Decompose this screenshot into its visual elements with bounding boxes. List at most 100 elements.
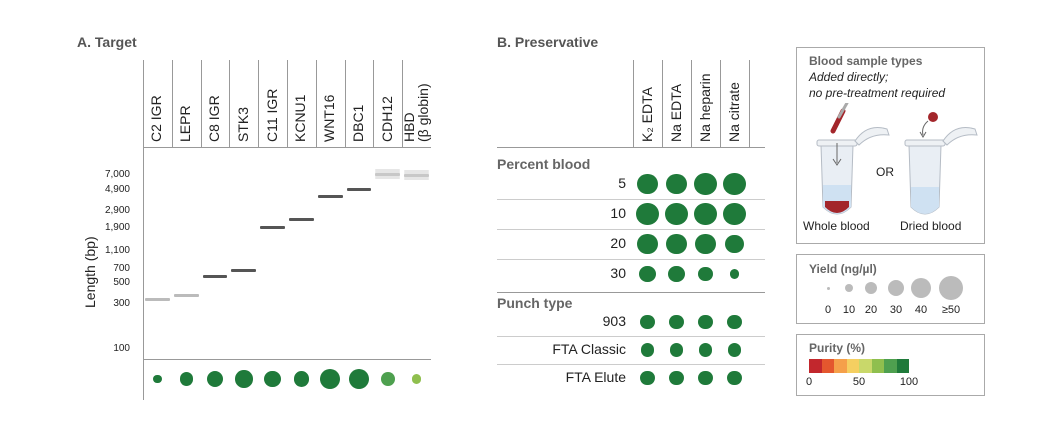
pres-row-label: 20 <box>610 235 626 251</box>
pres-col-label: Na EDTA <box>667 83 684 142</box>
y-tick-label: 300 <box>113 298 130 309</box>
legend-yield-label: 20 <box>864 304 878 316</box>
pres-row-label: 10 <box>610 205 626 221</box>
legend-purity-swatch <box>809 359 822 373</box>
pres-yield-dot <box>723 172 746 196</box>
pres-row-label: FTA Elute <box>565 369 626 385</box>
tube-illustrations <box>816 103 978 215</box>
pres-yield-dot <box>637 233 658 255</box>
gel-band <box>346 187 372 191</box>
y-tick-label: 100 <box>113 343 130 354</box>
y-tick-label: 700 <box>113 263 130 275</box>
gel-band <box>289 217 314 221</box>
pres-yield-dot <box>666 233 687 255</box>
gel-band <box>404 174 429 177</box>
legend-purity-swatch <box>821 359 834 373</box>
pres-yield-dot <box>636 202 659 226</box>
y-tick-label: 1,100 <box>104 244 130 256</box>
target-col-divider <box>287 60 288 147</box>
pres-yield-dot <box>695 233 716 255</box>
target-yield-dot <box>153 374 162 384</box>
pres-row-divider <box>497 364 765 365</box>
panel-a-title: A. Target <box>77 34 137 50</box>
band-smear <box>375 170 401 173</box>
legend-sample-sub1: Added directly; <box>809 70 889 84</box>
target-label: C11 IGR <box>263 88 280 142</box>
pres-row-divider <box>497 259 765 260</box>
pres-yield-dot <box>640 370 655 386</box>
y-tick-label: 2,900 <box>104 205 130 217</box>
panel-b-title: B. Preservative <box>497 34 599 50</box>
pres-section-label: Percent blood <box>497 156 591 172</box>
pres-col-divider <box>633 60 634 147</box>
target-yield-dot <box>264 370 281 388</box>
legend-yield-dot <box>826 286 830 290</box>
target-yield-dot <box>348 368 370 390</box>
target-col-divider <box>344 60 346 147</box>
target-yield-dot <box>293 371 310 387</box>
pres-yield-dot <box>727 343 742 357</box>
legend-purity-swatch <box>896 359 909 373</box>
pres-section-divider <box>497 292 765 293</box>
legend-purity: Purity (%) 0 50 100 <box>796 334 985 396</box>
legend-sample-types: Blood sample types Added directly; no pr… <box>796 47 985 244</box>
legend-yield-label: 30 <box>889 304 903 316</box>
pres-col-divider <box>691 60 692 147</box>
target-col-divider <box>229 60 231 147</box>
legend-purity-label: 50 <box>852 376 866 388</box>
pres-yield-dot <box>729 269 740 279</box>
pres-top-line <box>497 147 765 148</box>
band-smear <box>375 174 401 177</box>
pres-yield-dot <box>698 314 713 330</box>
pres-yield-dot <box>665 202 688 226</box>
target-col-divider <box>258 60 260 147</box>
pres-yield-dot <box>668 265 685 283</box>
pres-col-divider <box>749 60 750 147</box>
legend-purity-label: 0 <box>805 376 813 388</box>
pres-col-label: Na heparin <box>696 73 713 143</box>
legend-purity-swatch <box>834 359 847 373</box>
legend-purity-swatch <box>871 359 884 373</box>
band-smear <box>404 172 429 174</box>
y-tick-label: 7,000 <box>104 169 130 180</box>
band-smear <box>404 178 429 180</box>
y-tick-label: 1,900 <box>104 222 130 234</box>
pres-col-label: K₂ EDTA <box>638 87 655 142</box>
pres-yield-dot <box>694 172 717 196</box>
pres-section-label: Punch type <box>497 295 573 311</box>
pres-row-label: 30 <box>610 265 626 281</box>
pres-yield-dot <box>694 202 717 226</box>
pres-row-label: FTA Classic <box>552 341 626 357</box>
target-col-divider <box>171 60 173 147</box>
pres-yield-dot <box>727 370 742 386</box>
band-smear <box>375 168 401 171</box>
target-label: STK3 <box>234 106 251 142</box>
gel-band <box>173 294 199 298</box>
pres-yield-dot <box>669 343 684 357</box>
gel-band <box>231 269 257 273</box>
dried-blood-label: Dried blood <box>900 219 962 233</box>
legend-yield-dot <box>887 279 905 297</box>
target-label: (β globin) <box>414 83 431 142</box>
pres-yield-dot <box>640 314 655 330</box>
legend-yield: Yield (ng/µl) 0 10 20 30 40 ≥50 <box>796 254 985 324</box>
pres-yield-dot <box>698 266 713 282</box>
whole-blood-label: Whole blood <box>803 219 870 233</box>
legend-yield-title: Yield (ng/µl) <box>809 262 877 276</box>
target-yield-dot <box>235 370 253 388</box>
pres-row-divider <box>497 199 765 200</box>
gel-band <box>375 172 401 176</box>
target-yield-dot <box>411 374 422 384</box>
target-label: KCNU1 <box>292 94 309 142</box>
pres-yield-dot <box>725 234 744 254</box>
pres-col-divider <box>720 60 721 147</box>
pres-col-divider <box>662 60 663 147</box>
target-label: LEPR <box>177 105 194 142</box>
target-col-divider <box>200 60 202 147</box>
pres-yield-dot <box>637 173 658 195</box>
pres-row-label: 5 <box>618 175 626 191</box>
target-label: DBC1 <box>350 104 366 142</box>
legend-yield-label: 40 <box>914 304 928 316</box>
target-yield-dot <box>320 368 341 390</box>
band-smear <box>375 176 401 179</box>
